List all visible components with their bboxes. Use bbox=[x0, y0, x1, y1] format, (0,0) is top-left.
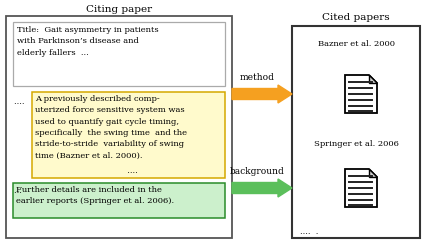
Polygon shape bbox=[369, 75, 377, 83]
Bar bbox=[32, 92, 225, 178]
Text: Citing paper: Citing paper bbox=[86, 6, 152, 14]
Text: Title:  Gait asymmetry in patients
with Parkinson’s disease and
elderly fallers : Title: Gait asymmetry in patients with P… bbox=[17, 26, 158, 57]
Text: background: background bbox=[230, 167, 285, 176]
Text: ....: .... bbox=[14, 98, 30, 106]
Bar bbox=[6, 16, 232, 238]
Polygon shape bbox=[345, 75, 377, 113]
Polygon shape bbox=[345, 169, 377, 207]
Text: ....: .... bbox=[122, 167, 138, 175]
Text: Springer et al. 2006: Springer et al. 2006 bbox=[314, 140, 398, 148]
Bar bbox=[13, 183, 225, 218]
Text: ...: ... bbox=[14, 187, 27, 195]
Text: A previously described comp-
uterized force sensitive system was
used to quantif: A previously described comp- uterized fo… bbox=[35, 95, 187, 160]
Text: Cited papers: Cited papers bbox=[322, 13, 390, 22]
Text: Bazner et al. 2000: Bazner et al. 2000 bbox=[317, 40, 394, 48]
Bar bbox=[292, 26, 420, 238]
Polygon shape bbox=[369, 169, 377, 177]
Text: ....  .: .... . bbox=[300, 228, 318, 236]
FancyArrow shape bbox=[232, 179, 292, 197]
Bar bbox=[13, 22, 225, 86]
FancyArrow shape bbox=[232, 85, 292, 103]
Text: method: method bbox=[239, 73, 274, 82]
Text: Further details are included in the
earlier reports (Springer et al. 2006).: Further details are included in the earl… bbox=[16, 186, 174, 205]
